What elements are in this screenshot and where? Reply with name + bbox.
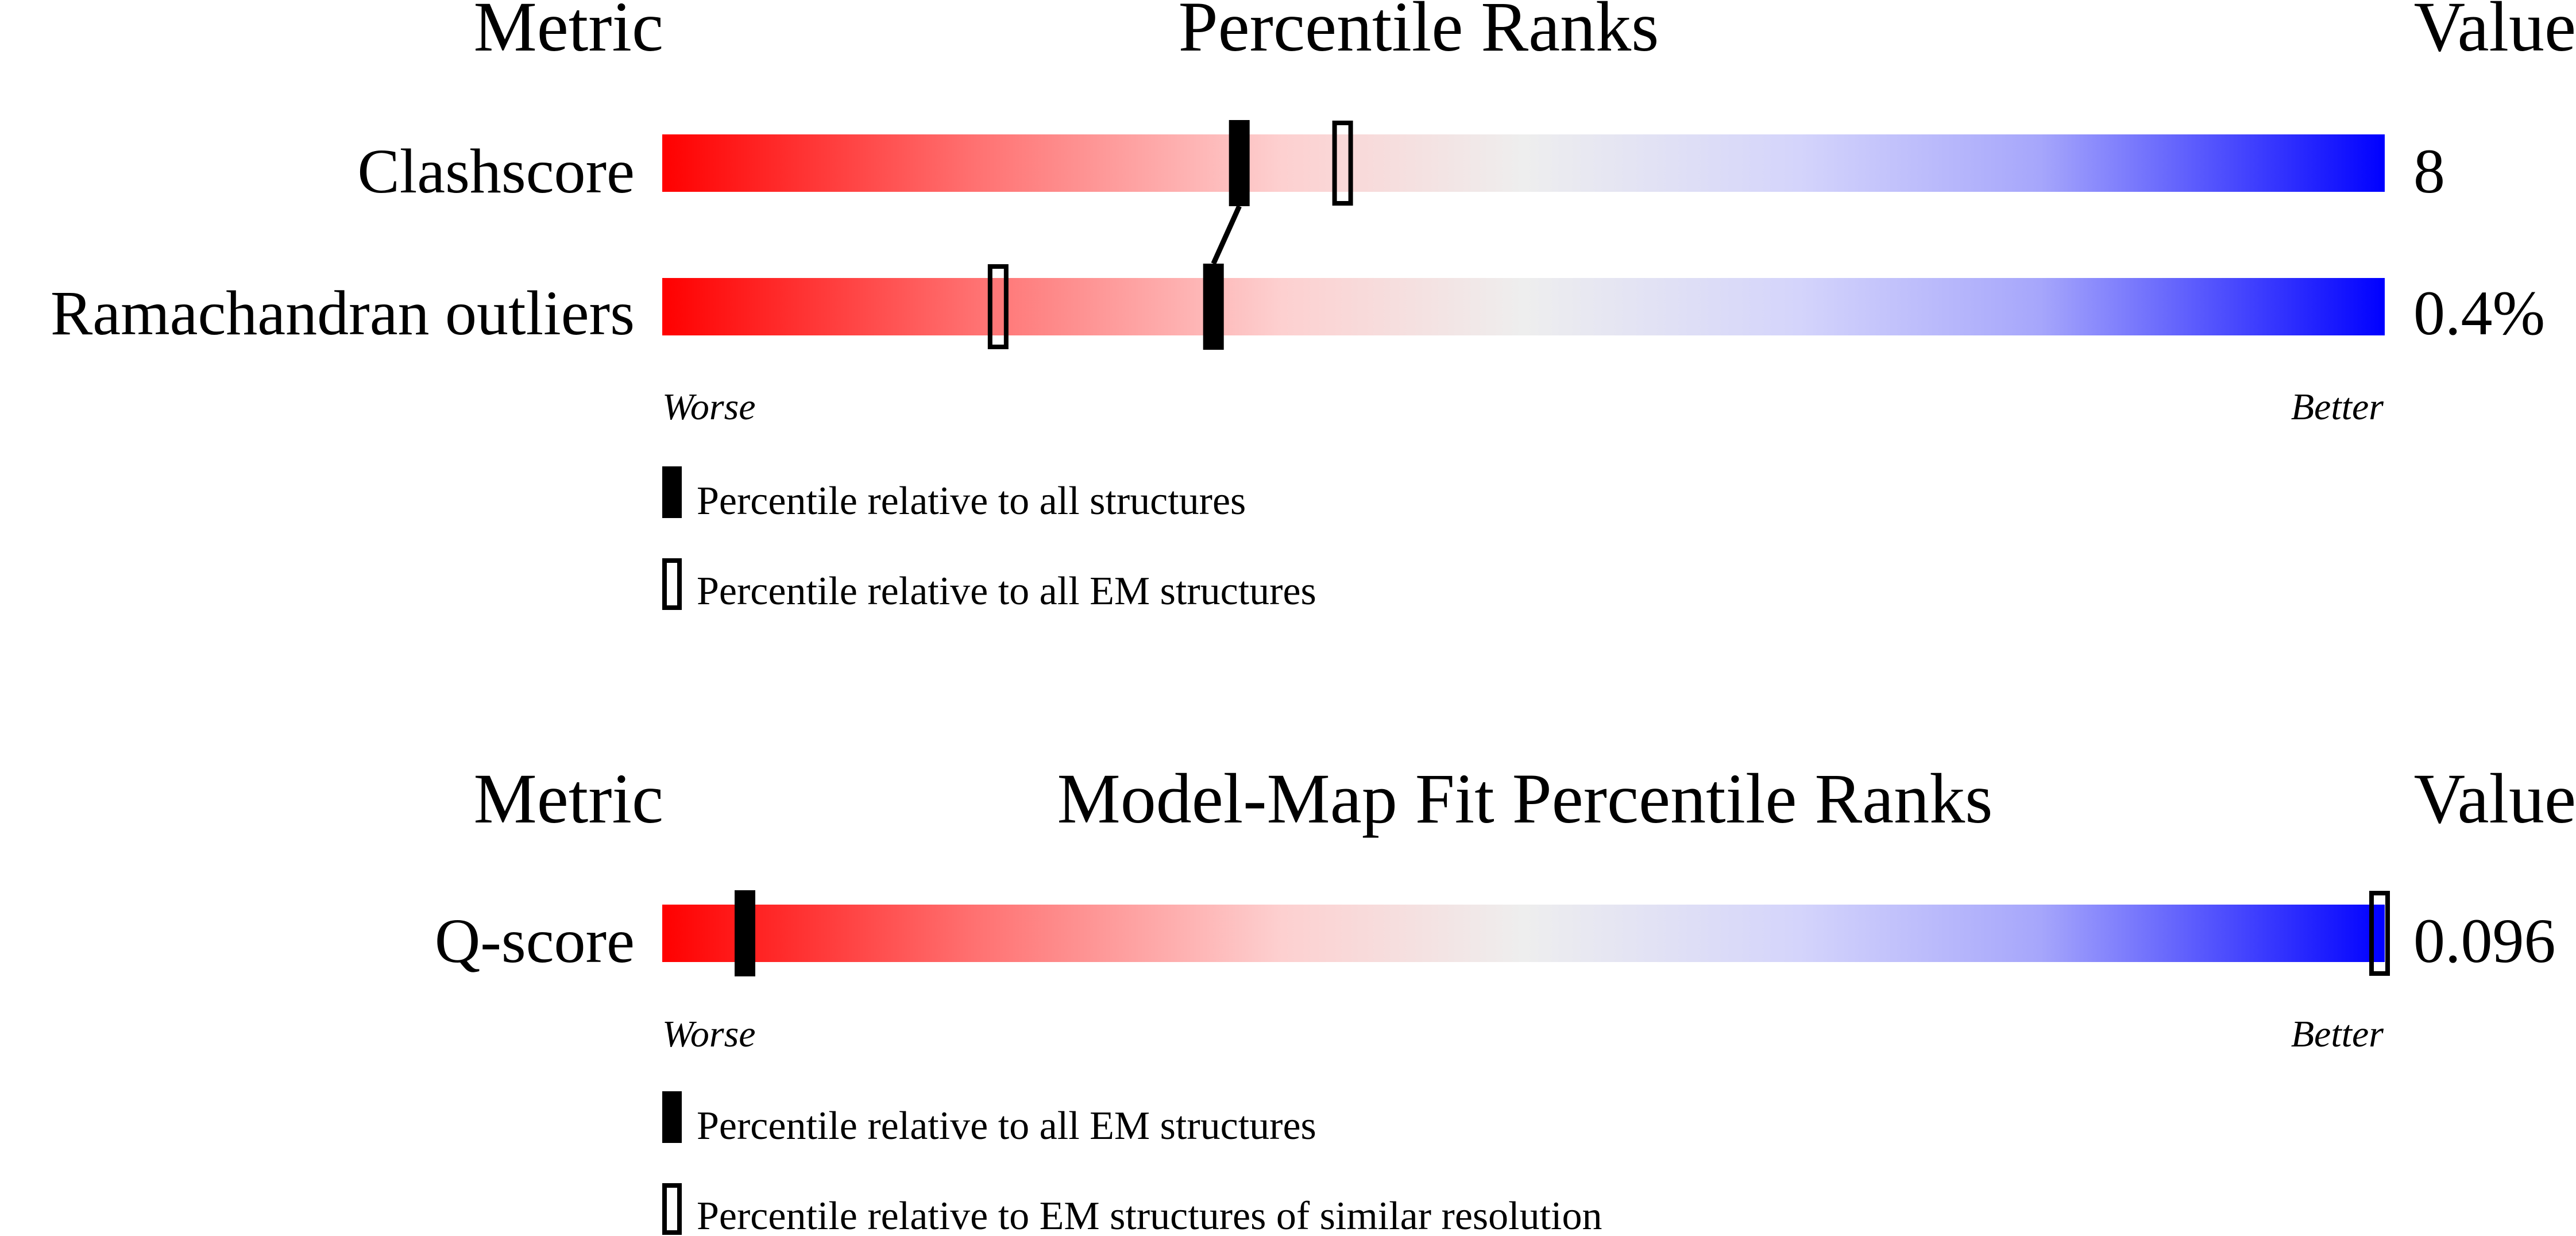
ramachandran-outliers-metric-label: Ramachandran outliers bbox=[51, 278, 635, 348]
legend: Percentile relative to all structures Pe… bbox=[662, 466, 1316, 613]
clashscore-metric-label: Clashscore bbox=[357, 136, 635, 206]
clashscore-value: 8 bbox=[2413, 136, 2445, 206]
q-score-bar bbox=[662, 905, 2385, 962]
value-header: Value bbox=[2414, 0, 2576, 66]
legend-filled-swatch bbox=[662, 466, 682, 518]
q-score-value: 0.096 bbox=[2413, 906, 2556, 976]
legend-hollow-label: Percentile relative to all EM structures bbox=[697, 569, 1316, 613]
q-score-all-em-structures-marker bbox=[735, 890, 755, 976]
clashscore-bar bbox=[662, 134, 2385, 192]
legend: Percentile relative to all EM structures… bbox=[662, 1091, 1602, 1236]
ramachandran-outliers-value: 0.4% bbox=[2413, 278, 2545, 348]
legend-filled-label: Percentile relative to all EM structures bbox=[697, 1104, 1316, 1148]
metric-header: Metric bbox=[473, 0, 663, 66]
model-map-fit-panel: Metric Model-Map Fit Percentile Ranks Va… bbox=[435, 759, 2576, 1236]
legend-hollow-label: Percentile relative to EM structures of … bbox=[697, 1194, 1602, 1236]
better-label: Better bbox=[2291, 386, 2384, 428]
metric-header: Metric bbox=[473, 759, 663, 838]
q-score-row: Q-score 0.096 bbox=[435, 905, 2556, 976]
worse-label: Worse bbox=[662, 1013, 756, 1055]
legend-hollow-swatch bbox=[662, 558, 682, 610]
chart-title: Model-Map Fit Percentile Ranks bbox=[1057, 759, 1993, 838]
ramachandran-outliers-bar bbox=[662, 278, 2385, 335]
clashscore-em-structures-marker bbox=[1332, 121, 1353, 206]
chart-title: Percentile Ranks bbox=[1179, 0, 1659, 66]
all-structures-connector-line bbox=[1211, 205, 1242, 265]
ramachandran-outliers-em-structures-marker bbox=[987, 264, 1009, 349]
ramachandran-outliers-all-structures-marker bbox=[1203, 264, 1224, 350]
legend-filled-swatch bbox=[662, 1091, 682, 1143]
value-header: Value bbox=[2414, 759, 2576, 838]
worse-label: Worse bbox=[662, 386, 756, 428]
ramachandran-outliers-row: Ramachandran outliers 0.4% bbox=[51, 278, 2545, 348]
legend-filled-label: Percentile relative to all structures bbox=[697, 479, 1246, 523]
legend-hollow-swatch bbox=[662, 1183, 682, 1235]
clashscore-all-structures-marker bbox=[1229, 120, 1250, 206]
percentile-ranks-panel: Metric Percentile Ranks Value Clashscore… bbox=[51, 0, 2576, 613]
q-score-similar-resolution-marker bbox=[2369, 891, 2390, 976]
better-label: Better bbox=[2291, 1013, 2384, 1055]
q-score-metric-label: Q-score bbox=[435, 906, 635, 976]
clashscore-row: Clashscore 8 bbox=[357, 134, 2445, 206]
